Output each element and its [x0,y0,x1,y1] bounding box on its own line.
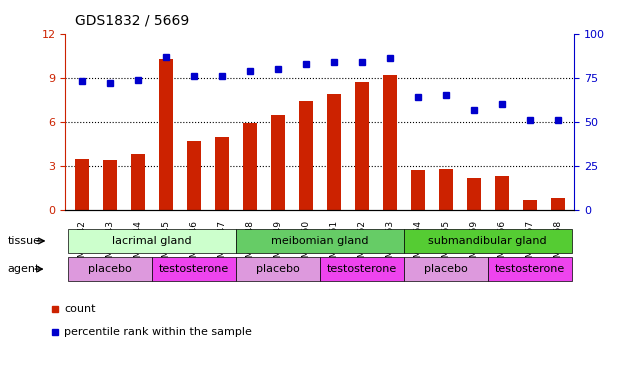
Bar [438,169,453,210]
Text: testosterone: testosterone [159,264,229,274]
Text: count: count [64,304,96,314]
Text: placebo: placebo [424,264,468,274]
Text: placebo: placebo [256,264,300,274]
Text: testosterone: testosterone [494,264,564,274]
Bar [215,136,229,210]
Bar [159,59,173,210]
Text: placebo: placebo [88,264,132,274]
Bar [271,114,285,210]
Bar [187,141,201,210]
Bar [355,82,369,210]
Text: agent: agent [7,264,40,274]
Bar [75,159,89,210]
Bar [299,101,313,210]
Text: percentile rank within the sample: percentile rank within the sample [64,327,252,337]
Bar [327,94,341,210]
Bar [383,75,397,210]
Text: meibomian gland: meibomian gland [271,236,369,246]
Bar [410,170,425,210]
Bar [467,178,481,210]
Text: lacrimal gland: lacrimal gland [112,236,192,246]
Bar [131,154,145,210]
Text: tissue: tissue [7,236,40,246]
Bar [103,160,117,210]
Text: GDS1832 / 5669: GDS1832 / 5669 [75,13,189,27]
Text: testosterone: testosterone [327,264,397,274]
Text: submandibular gland: submandibular gland [428,236,547,246]
Bar [243,123,257,210]
Bar [551,198,564,210]
Bar [523,200,537,210]
Bar [495,176,509,210]
